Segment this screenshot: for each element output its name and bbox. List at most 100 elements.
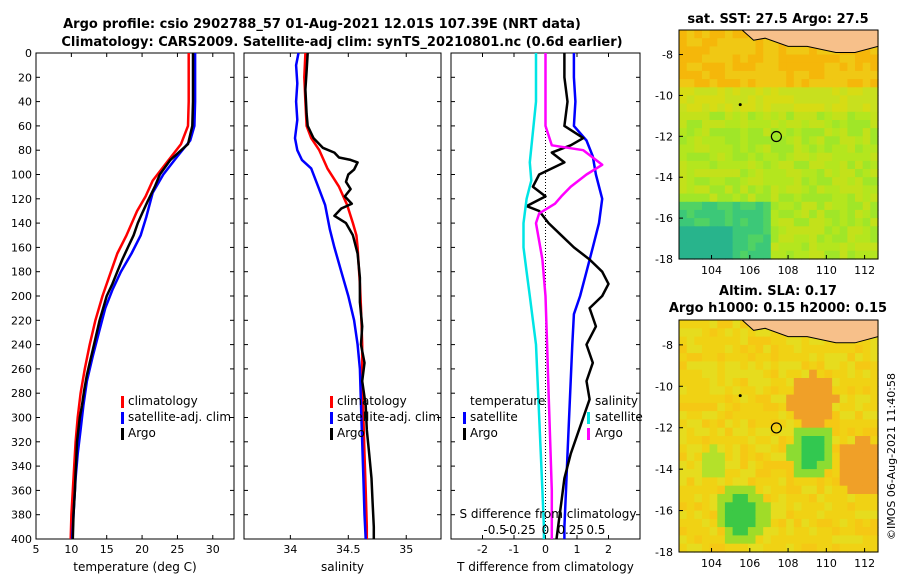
map-cell [747,160,757,170]
map-cell [770,411,780,420]
map-cell [732,242,741,252]
map-cell [755,452,764,462]
map-cell [747,411,757,420]
map-cell [855,111,864,121]
map-cell [824,444,833,454]
map-cell [832,510,841,520]
map-cell [855,510,864,520]
map-cell [809,136,818,146]
map-cell [862,62,871,72]
salinity-legend: climatology satellite-adj. clim Argo [330,394,440,440]
map-cell [763,128,772,137]
map-cell [717,70,726,80]
map-cell [855,160,864,170]
map-cell [839,62,848,72]
map-cell [755,209,764,219]
map-cell [832,444,841,454]
map-cell [824,510,833,520]
map-cell [793,201,803,211]
map-cell [747,469,757,478]
map-cell [702,477,711,487]
map-cell [801,62,810,72]
map-cell [694,136,703,146]
y-tick-label: 120 [11,193,32,206]
map-cell [724,369,734,379]
map-cell [793,144,803,154]
map-cell [824,250,833,260]
map-cell [717,169,726,178]
map-cell [732,177,741,186]
map-cell [839,218,848,227]
map-cell [763,234,772,244]
map-cell [694,38,703,47]
map-cell [702,502,711,512]
map-cell [793,234,803,244]
map-cell [870,87,879,97]
s-tick-label: -0.5 [483,523,506,537]
map-cell [686,201,695,211]
series-line-s-satellite [522,53,546,539]
map-cell [832,185,841,195]
map-cell [679,394,688,404]
map-cell [755,344,764,354]
map-cell [816,62,826,72]
map-cell [732,152,741,162]
map-cell [679,460,688,470]
map-cell [855,169,864,178]
map-cell [862,87,871,97]
map-cell [793,136,803,146]
map-cell [747,510,757,520]
map-cell [679,402,688,412]
map-cell [862,518,871,528]
map-cell [786,378,795,387]
map-cell [679,38,688,47]
map-cell [709,242,718,252]
map-cell [747,46,757,56]
map-cell [832,193,841,203]
map-cell [732,226,741,236]
map-cell [839,160,848,170]
map-cell [694,361,703,371]
map-cell [793,477,803,487]
map-cell [809,543,818,553]
s-tick-label: 0.25 [557,523,584,537]
map-cell [832,535,841,545]
map-cell [855,444,864,454]
map-cell [724,234,734,244]
map-cell [824,95,833,105]
map-cell [709,444,718,454]
map-cell [709,477,718,487]
map-cell [763,201,772,211]
map-cell [717,79,726,88]
map-cell [778,169,787,178]
map-cell [679,353,688,362]
map-cell [763,120,772,129]
map-cell [801,502,810,512]
map-cell [839,177,848,186]
map-cell [801,518,810,528]
map-cell [702,62,711,72]
map-cell [694,111,703,121]
argo-position-marker [770,130,782,143]
map-cell [770,103,780,113]
map-cell [740,510,749,520]
map-cell [809,103,818,113]
map-cell [724,328,734,338]
map-cell [770,160,780,170]
map-cell [717,535,726,545]
map-cell [778,152,787,162]
lat-tick-label: -18 [655,546,673,559]
map-cell [816,502,826,512]
map-cell [847,250,856,260]
sla-map-title-2: Argo h1000: 0.15 h2000: 0.15 [669,301,887,316]
map-cell [694,46,703,56]
map-cell [679,160,688,170]
map-cell [847,452,856,462]
map-cell [702,361,711,371]
map-cell [809,518,818,528]
map-cell [732,111,741,121]
map-cell [763,144,772,154]
map-cell [809,469,818,478]
map-cell [679,427,688,437]
